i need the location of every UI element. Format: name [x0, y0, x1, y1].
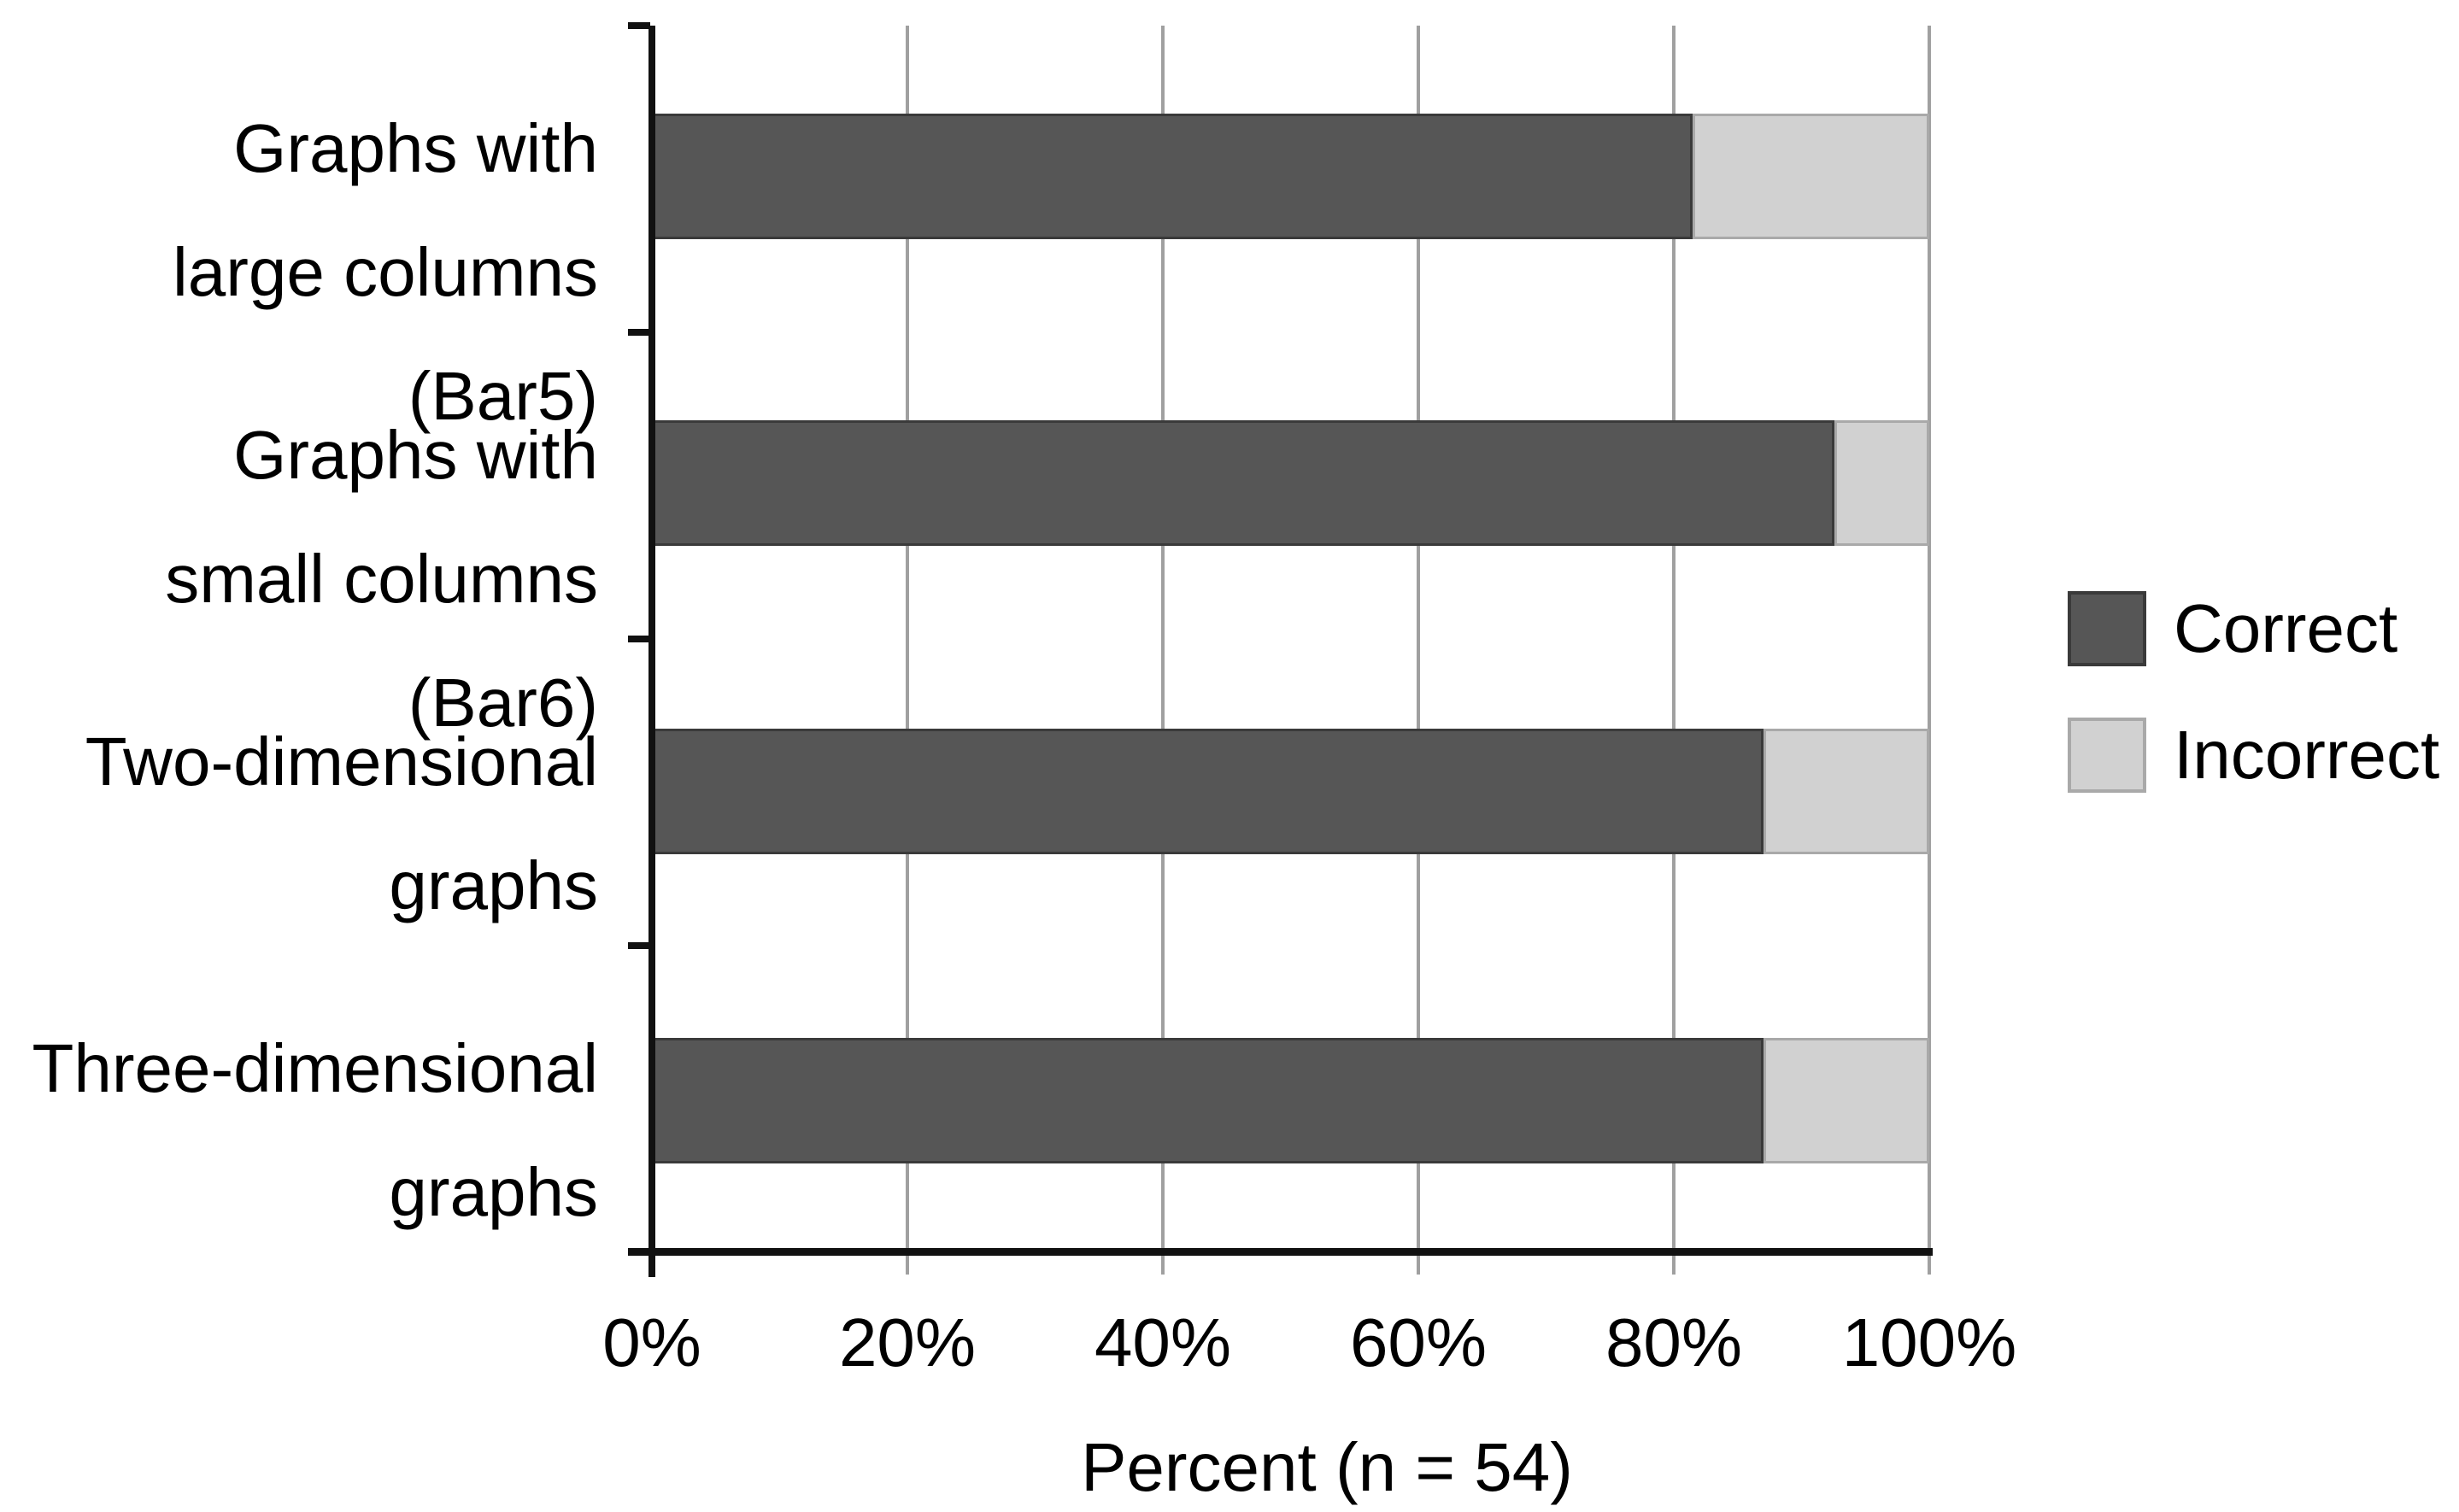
bar-segment-correct	[652, 729, 1764, 854]
legend-label-correct: Correct	[2174, 590, 2398, 666]
x-tick-label-80: 80%	[1605, 1304, 1743, 1380]
gridline-20	[906, 26, 909, 1275]
x-tick-label-100: 100%	[1841, 1304, 2017, 1380]
plot-area	[652, 26, 1931, 1275]
gridline-40	[1161, 26, 1165, 1275]
bar-row	[652, 1038, 1929, 1163]
y-axis-line	[648, 26, 655, 1277]
y-axis-tick	[628, 22, 650, 29]
y-axis-tick	[628, 942, 650, 949]
x-tick-label-40: 40%	[1094, 1304, 1232, 1380]
bar-row	[652, 114, 1929, 239]
x-tick-label-20: 20%	[838, 1304, 977, 1380]
legend-item-correct: Correct	[2068, 591, 2397, 666]
y-axis-tick	[628, 329, 650, 336]
category-label-bar6: Graphs with small columns (Bar6)	[165, 417, 598, 741]
category-label-bar5: Graphs with large columns (Bar5)	[172, 110, 598, 434]
legend-swatch-correct	[2068, 591, 2146, 666]
gridline-80	[1672, 26, 1676, 1275]
y-axis-tick	[628, 636, 650, 642]
bar-row	[652, 420, 1929, 546]
category-label-two-dimensional: Two-dimensional graphs	[85, 724, 598, 923]
gridline-60	[1417, 26, 1420, 1275]
x-tick-label-60: 60%	[1349, 1304, 1488, 1380]
bar-segment-correct	[652, 1038, 1764, 1163]
bar-segment-correct	[652, 420, 1835, 546]
bar-segment-incorrect	[1763, 729, 1929, 854]
legend-item-incorrect: Incorrect	[2068, 718, 2439, 793]
bar-segment-incorrect	[1834, 420, 1929, 546]
bar-segment-incorrect	[1763, 1038, 1929, 1163]
bar-segment-incorrect	[1693, 114, 1929, 239]
x-axis-title: Percent (n = 54)	[1081, 1429, 1573, 1505]
x-axis-line	[628, 1248, 1933, 1256]
legend-swatch-incorrect	[2068, 718, 2146, 793]
x-tick-label-0: 0%	[602, 1304, 701, 1380]
gridline-100	[1928, 26, 1931, 1275]
legend-label-incorrect: Incorrect	[2174, 717, 2440, 793]
bar-row	[652, 729, 1929, 854]
bar-segment-correct	[652, 114, 1693, 239]
category-label-three-dimensional: Three-dimensional graphs	[32, 1030, 598, 1230]
